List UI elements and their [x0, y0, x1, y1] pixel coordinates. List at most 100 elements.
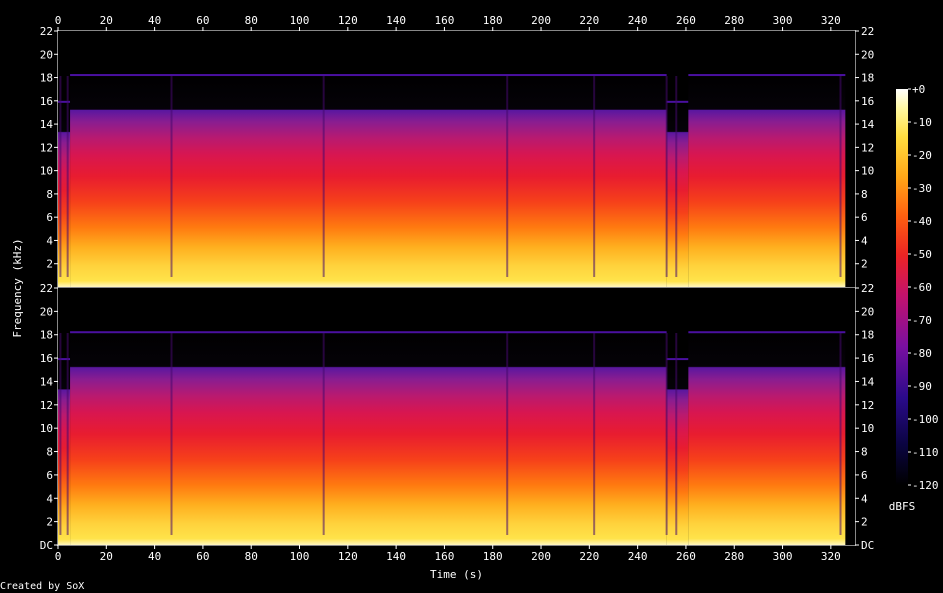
- y-tick-label-right: 18: [861, 72, 874, 85]
- dark-column-7: [665, 76, 668, 277]
- y-tick-label-left: 10: [40, 165, 53, 178]
- x-tick-label-top: 300: [773, 14, 793, 27]
- y-tick-label-left: 20: [40, 305, 53, 318]
- cutoff-edge-2: [70, 74, 667, 77]
- dark-column-5: [506, 333, 509, 535]
- y-tick-label-left: 22: [40, 282, 53, 295]
- dark-column-8: [675, 76, 678, 277]
- x-tick-label-bottom: 240: [628, 550, 648, 563]
- colorbar-tick-label: -40: [912, 215, 932, 228]
- x-tick-label-top: 260: [676, 14, 696, 27]
- y-tick-label-right: DC: [861, 539, 874, 552]
- colorbar-tick-label: -70: [912, 314, 932, 327]
- x-tick-label-bottom: 260: [676, 550, 696, 563]
- dark-column-7: [665, 333, 668, 535]
- y-tick-label-right: 16: [861, 352, 874, 365]
- y-tick-label-left: 10: [40, 422, 53, 435]
- colorbar-tick-label: -20: [912, 149, 932, 162]
- colorbar-tick-label: -50: [912, 248, 932, 261]
- x-tick-label-bottom: 100: [290, 550, 310, 563]
- cutoff-edge-4: [688, 74, 846, 77]
- spectral-band-4: [688, 331, 846, 545]
- x-tick-label-bottom: 40: [148, 550, 161, 563]
- x-tick-label-top: 280: [724, 14, 744, 27]
- y-tick-label-right: 14: [861, 118, 875, 131]
- y-tick-label-left: 2: [46, 516, 53, 529]
- colorbar-tick-label: -100: [912, 413, 939, 426]
- x-tick-label-bottom: 180: [483, 550, 503, 563]
- x-tick-label-top: 100: [290, 14, 310, 27]
- y-tick-label-left: 20: [40, 48, 53, 61]
- y-tick-label-right: 18: [861, 329, 874, 342]
- y-tick-label-right: 16: [861, 95, 874, 108]
- colorbar-tick-label: -90: [912, 380, 932, 393]
- y-tick-label-right: 6: [861, 211, 868, 224]
- colorbar-title: dBFS: [889, 500, 916, 513]
- y-tick-label-right: 8: [861, 188, 868, 201]
- y-tick-label-right: 20: [861, 48, 874, 61]
- y-tick-label-left: 8: [46, 188, 53, 201]
- dark-column-1: [59, 76, 62, 277]
- spectrogram-panel-1: [58, 31, 855, 288]
- panel-border-2: [57, 287, 856, 546]
- cutoff-edge-2: [70, 331, 667, 334]
- x-tick-label-bottom: 200: [531, 550, 551, 563]
- x-tick-label-top: 80: [245, 14, 258, 27]
- y-tick-label-right: 12: [861, 399, 874, 412]
- colorbar-tick-label: -60: [912, 281, 932, 294]
- spectral-band-2: [70, 74, 667, 288]
- colorbar: [896, 89, 908, 485]
- colorbar-tick-label: -110: [912, 446, 939, 459]
- cutoff-edge-1: [58, 358, 71, 361]
- cutoff-edge-4: [688, 331, 846, 334]
- x-tick-label-top: 160: [434, 14, 454, 27]
- x-tick-label-bottom: 120: [338, 550, 358, 563]
- dark-column-9: [839, 76, 842, 277]
- colorbar-tick-label: -10: [912, 116, 932, 129]
- x-tick-label-top: 320: [821, 14, 841, 27]
- y-tick-label-right: 22: [861, 282, 874, 295]
- dark-column-2: [66, 333, 69, 535]
- y-tick-label-left: 8: [46, 446, 53, 459]
- y-tick-label-left: 4: [46, 234, 53, 247]
- dark-column-3: [170, 76, 173, 277]
- spectrogram-panel-2: [58, 288, 855, 545]
- dark-column-6: [593, 76, 596, 277]
- dark-column-2: [66, 76, 69, 277]
- spectral-band-3: [666, 358, 689, 545]
- y-tick-label-right: 10: [861, 165, 874, 178]
- dark-column-4: [322, 333, 325, 535]
- dark-column-4: [322, 76, 325, 277]
- y-tick-label-left: 14: [40, 375, 54, 388]
- y-tick-label-left: 18: [40, 329, 53, 342]
- x-tick-label-bottom: 0: [55, 550, 62, 563]
- y-tick-label-right: 4: [861, 234, 868, 247]
- y-tick-label-left: 16: [40, 95, 53, 108]
- x-tick-label-top: 0: [55, 14, 62, 27]
- spectral-band-3: [666, 100, 689, 288]
- dark-column-5: [506, 76, 509, 277]
- y-tick-label-left: 22: [40, 25, 53, 38]
- y-tick-label-right: 2: [861, 516, 868, 529]
- y-tick-label-left: 12: [40, 399, 53, 412]
- y-tick-label-right: 4: [861, 492, 868, 505]
- x-tick-label-top: 200: [531, 14, 551, 27]
- y-tick-label-right: 10: [861, 422, 874, 435]
- spectral-band-2: [70, 331, 667, 545]
- x-tick-label-bottom: 300: [773, 550, 793, 563]
- dark-column-1: [59, 333, 62, 535]
- x-tick-label-top: 180: [483, 14, 503, 27]
- x-axis-title: Time (s): [430, 568, 483, 581]
- cutoff-edge-1: [58, 100, 71, 103]
- x-tick-label-top: 20: [100, 14, 113, 27]
- y-tick-label-left: 12: [40, 141, 53, 154]
- x-tick-label-bottom: 320: [821, 550, 841, 563]
- dark-column-3: [170, 333, 173, 535]
- y-tick-label-right: 6: [861, 469, 868, 482]
- y-tick-label-left: 18: [40, 72, 53, 85]
- y-tick-label-right: 22: [861, 25, 874, 38]
- y-tick-label-right: 20: [861, 305, 874, 318]
- y-tick-label-left: 14: [40, 118, 54, 131]
- y-tick-label-right: 8: [861, 446, 868, 459]
